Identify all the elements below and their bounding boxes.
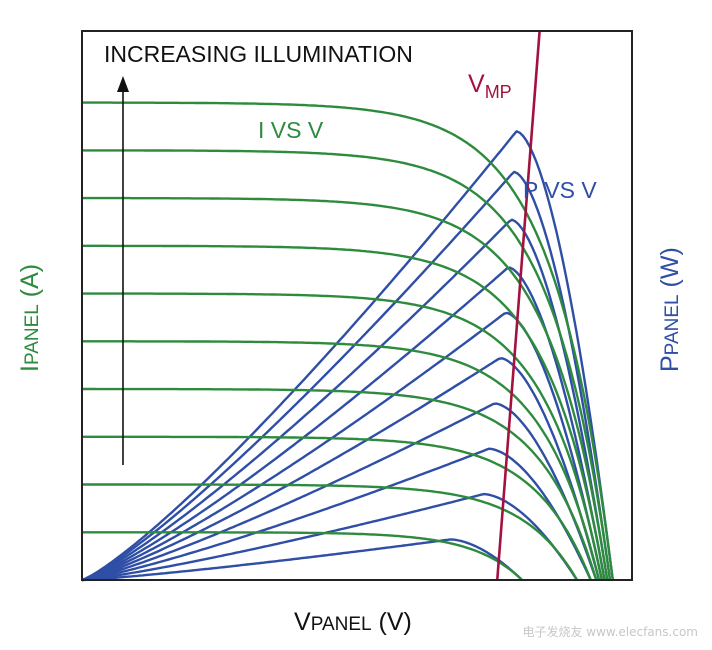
increasing-arrow-head [117,76,129,92]
watermark: 电子发烧友 www.elecfans.com [522,625,698,639]
x-axis-label: VPANEL (V) [294,608,412,636]
power-curve-2 [81,170,612,582]
power-curve-3 [81,218,609,582]
plot-frame [81,30,633,581]
vmp-line [495,30,541,581]
series-group [81,30,614,582]
vmp-label: VMP [468,70,512,102]
left-y-axis-label: IPANEL (A) [16,264,44,372]
current-curve-10 [82,531,523,581]
increasing-illumination-label: INCREASING ILLUMINATION [104,41,413,67]
power-curve-9 [81,492,579,582]
power-curve-1 [81,130,614,582]
current-curve-2 [81,149,612,581]
right-y-axis-label: PPANEL (W) [656,247,684,372]
current-curve-9 [82,483,579,581]
current-curve-7 [82,387,598,581]
p-vs-v-label: P VS V [523,177,597,203]
i-vs-v-label: I VS V [258,117,324,143]
power-curve-10 [81,538,523,582]
current-curve-1 [82,101,614,581]
